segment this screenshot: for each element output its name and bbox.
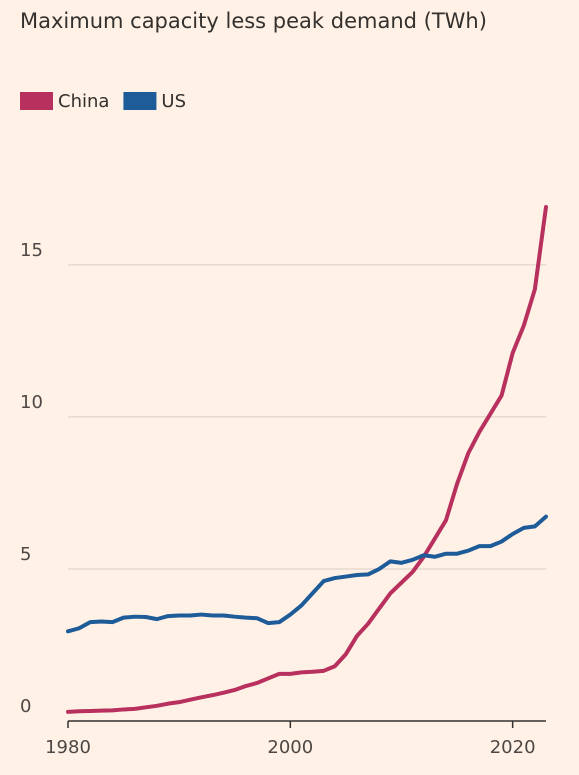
legend-swatch bbox=[123, 92, 157, 110]
y-tick-label: 0 bbox=[20, 696, 31, 717]
y-tick-label: 15 bbox=[20, 240, 43, 261]
chart-title: Maximum capacity less peak demand (TWh) bbox=[20, 9, 487, 33]
x-tick-label: 1980 bbox=[45, 737, 91, 758]
line-series bbox=[66, 514, 548, 634]
x-tick-label: 2000 bbox=[267, 737, 313, 758]
legend-label: US bbox=[161, 91, 186, 112]
x-tick-label: 2020 bbox=[490, 737, 536, 758]
legend-label: China bbox=[58, 91, 109, 112]
legend-swatch bbox=[20, 92, 53, 110]
line-series bbox=[66, 205, 548, 714]
y-tick-label: 5 bbox=[20, 544, 31, 565]
y-tick-label: 10 bbox=[20, 392, 43, 413]
